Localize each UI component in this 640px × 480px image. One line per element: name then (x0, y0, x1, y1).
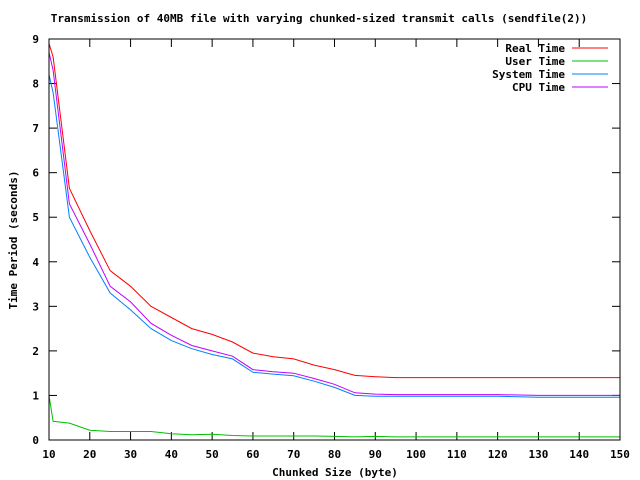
plot-frame (48, 38, 621, 441)
x-tick-label: 10 (42, 448, 55, 461)
chart-title: Transmission of 40MB file with varying c… (51, 12, 587, 25)
x-tick-label: 130 (528, 448, 548, 461)
y-tick-label: 3 (32, 300, 39, 313)
y-tick-label: 4 (32, 256, 39, 269)
y-tick-label: 7 (32, 122, 39, 135)
legend-label: System Time (492, 68, 565, 81)
x-tick-label: 60 (246, 448, 259, 461)
series-lines (48, 43, 620, 438)
series-line-cpu-time (48, 52, 620, 396)
y-axis-label: Time Period (seconds) (7, 170, 20, 309)
x-tick-label: 80 (328, 448, 341, 461)
x-tick-label: 20 (83, 448, 96, 461)
x-tick-label: 110 (447, 448, 467, 461)
series-line-system-time (48, 74, 620, 398)
x-axis-label: Chunked Size (byte) (272, 466, 398, 479)
y-tick-label: 9 (32, 33, 39, 46)
x-tick-label: 140 (569, 448, 589, 461)
legend-label: Real Time (505, 42, 565, 55)
y-tick-label: 1 (32, 389, 39, 402)
y-tick-label: 2 (32, 345, 39, 358)
legend-label: User Time (505, 55, 565, 68)
x-tick-label: 70 (287, 448, 300, 461)
y-tick-label: 5 (32, 211, 39, 224)
series-line-user-time (48, 395, 620, 438)
y-tick-label: 0 (32, 434, 39, 447)
legend-label: CPU Time (512, 81, 565, 94)
y-tick-label: 6 (32, 167, 39, 180)
x-tick-label: 100 (406, 448, 426, 461)
x-tick-label: 30 (124, 448, 137, 461)
y-tick-label: 8 (32, 78, 39, 91)
x-tick-label: 120 (488, 448, 508, 461)
x-tick-label: 40 (165, 448, 178, 461)
x-tick-label: 90 (369, 448, 382, 461)
series-line-real-time (48, 43, 620, 379)
x-tick-label: 150 (610, 448, 630, 461)
x-tick-label: 50 (206, 448, 219, 461)
